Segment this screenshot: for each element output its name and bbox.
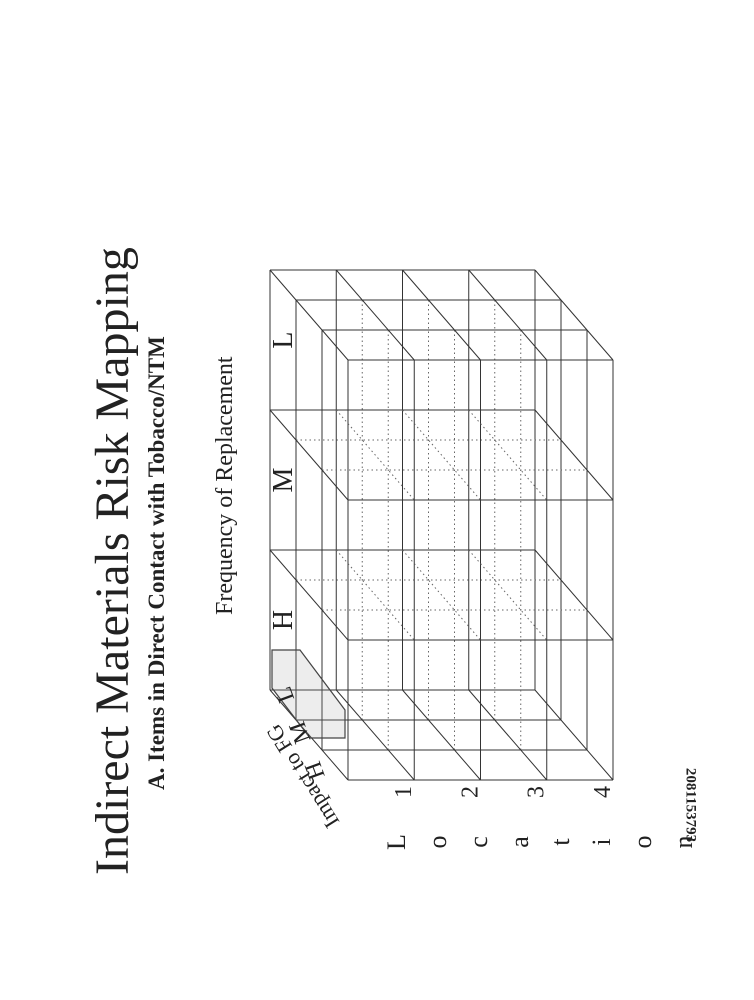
depth-line: [335, 689, 415, 781]
location-level: 2: [457, 786, 483, 798]
location-letter: o: [423, 836, 452, 849]
depth-line: [335, 549, 415, 641]
subtitle: A. Items in Direct Contact with Tobacco/…: [144, 336, 169, 790]
depth-line: [534, 549, 614, 641]
depth-line: [269, 689, 349, 781]
depth-line: [468, 269, 548, 361]
depth-line: [335, 269, 415, 361]
depth-line: [402, 549, 481, 641]
depth-line: [468, 689, 548, 781]
hand-marking: [271, 649, 346, 739]
location-letter: n: [669, 836, 698, 849]
depth-line: [402, 409, 481, 501]
location-letter: a: [505, 836, 534, 848]
depth-line: [269, 269, 349, 361]
depth-line: [468, 409, 548, 501]
location-letter: c: [464, 836, 493, 848]
frequency-title: Frequency of Replacement: [212, 356, 238, 615]
location-level: 3: [524, 786, 550, 798]
depth-line: [468, 549, 548, 641]
document-id: 2081153793: [683, 768, 699, 842]
depth-line: [402, 269, 481, 361]
location-level: 1: [391, 786, 417, 798]
location-level: 4: [590, 786, 616, 798]
depth-line: [402, 689, 481, 781]
location-letter: t: [546, 838, 575, 846]
location-letter: i: [587, 838, 616, 845]
depth-line: [269, 549, 349, 641]
location-letter: L: [382, 834, 411, 850]
depth-line: [335, 409, 415, 501]
grid-box: [269, 269, 614, 781]
depth-line: [534, 689, 614, 781]
location-letter: o: [628, 836, 657, 849]
title: Indirect Materials Risk Mapping: [86, 247, 139, 875]
depth-line: [534, 269, 614, 361]
frequency-level: H: [268, 610, 299, 630]
frequency-level: M: [268, 467, 299, 492]
depth-line: [534, 409, 614, 501]
depth-line: [269, 409, 349, 501]
frequency-level: L: [268, 331, 299, 348]
